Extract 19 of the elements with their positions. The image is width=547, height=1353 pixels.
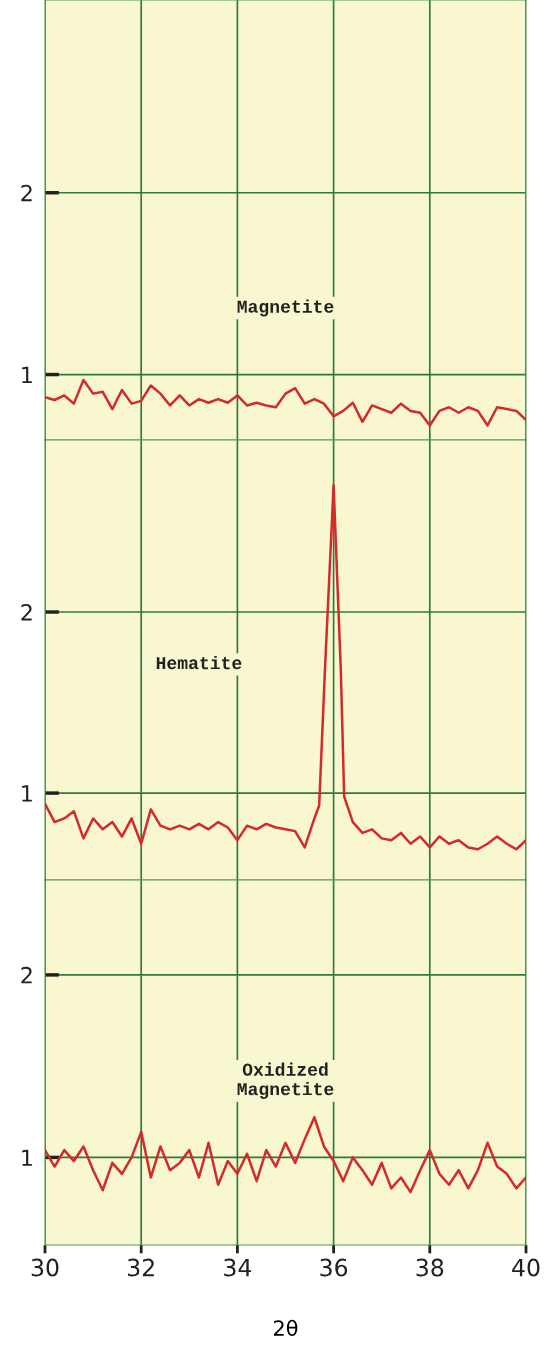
y-tick-label: 2 [21, 603, 32, 621]
line-series [45, 484, 526, 851]
x-tick-label: 36 [320, 1258, 348, 1277]
y-tick-label: 1 [22, 1149, 32, 1166]
text: Magnetite [237, 299, 334, 317]
line-series [45, 1116, 526, 1194]
line-series [45, 378, 526, 427]
text: Hematite [156, 655, 242, 670]
y-tick-label: 1 [22, 785, 32, 802]
x-tick-label: 34 [224, 1258, 252, 1277]
y-tick-label: 2 [21, 184, 32, 202]
x-axis-title: 2θ [274, 1319, 298, 1336]
y-tick-label: 1 [22, 366, 32, 383]
series-label: Oxidized Magnetite [237, 1062, 334, 1099]
x-tick-label: 38 [416, 1258, 444, 1277]
x-tick-label: 40 [512, 1258, 540, 1277]
x-tick-label: 32 [127, 1258, 154, 1277]
x-tick-label: 30 [31, 1258, 59, 1277]
y-tick-label: 2 [21, 966, 32, 984]
